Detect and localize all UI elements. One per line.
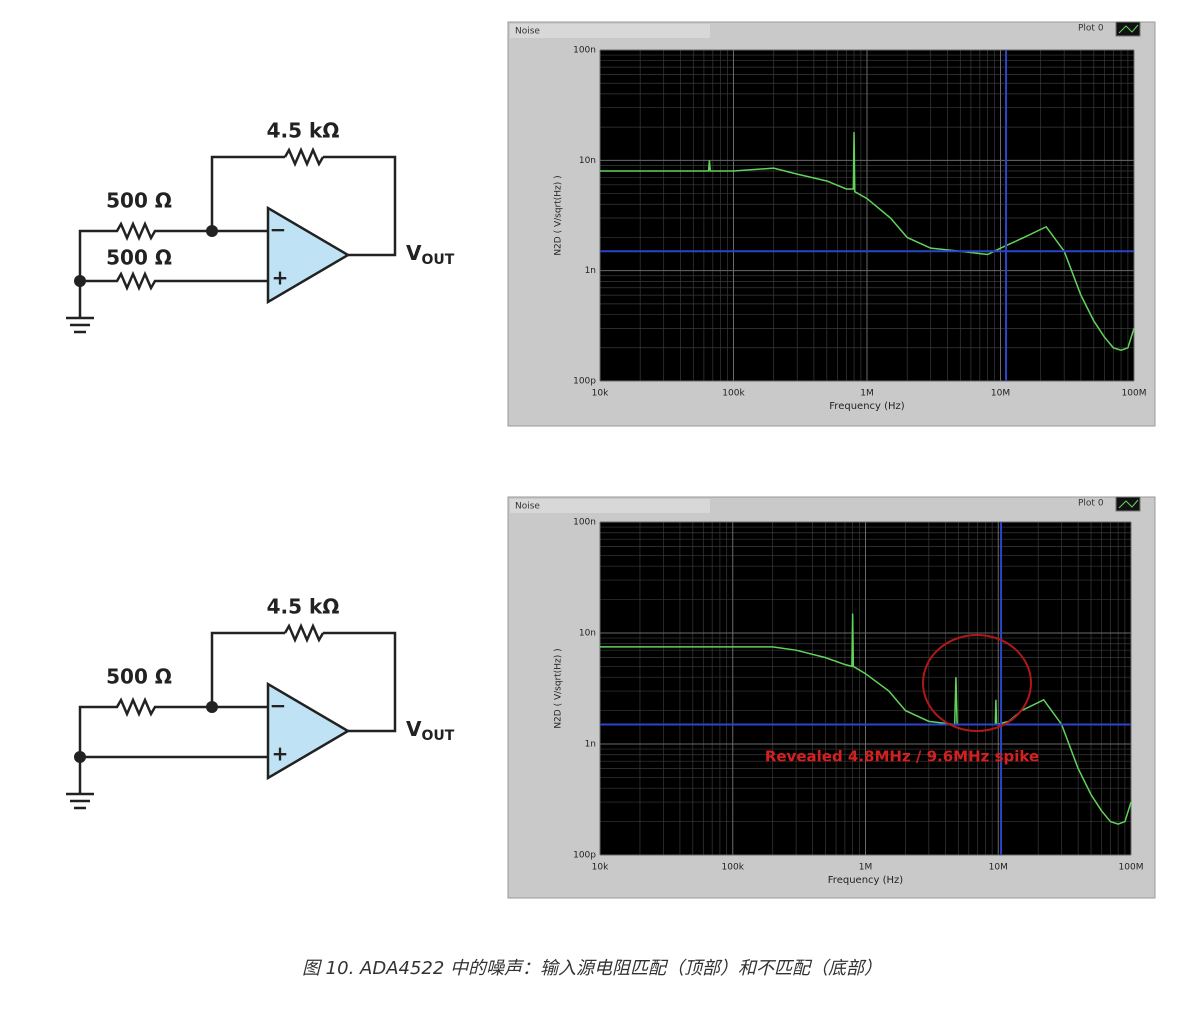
- y-axis-label: N2D ( V/sqrt(Hz) ): [554, 648, 564, 728]
- resistor: [283, 146, 325, 168]
- node: [206, 701, 218, 713]
- chart-title: Noise: [515, 27, 540, 37]
- series-line: [600, 613, 1132, 825]
- sub: OUT: [421, 728, 454, 744]
- chart: Noise 10k 100k 1M 10M 100M 100p 1n 10n 100n Freque…: [507, 496, 1156, 899]
- wire: [323, 631, 397, 733]
- y-tick-label: 1n: [585, 740, 596, 750]
- vout-label: VOUT: [406, 241, 455, 269]
- input-resistor: [78, 696, 268, 757]
- inverting-sign: −: [270, 218, 287, 242]
- input-resistor: [78, 220, 268, 281]
- chart: Noise 10k 100k 1M 10M 100M 100p 1n 10n 100n Freque…: [507, 21, 1156, 427]
- op-amp: [266, 205, 351, 305]
- title-bar: [510, 499, 710, 513]
- feedback-label: 4.5 kΩ: [267, 119, 340, 143]
- caption: 图 10. ADA4522 中的噪声：输入源电阻匹配（顶部）和不匹配（底部）: [302, 958, 882, 979]
- x-tick-label: 100M: [1119, 863, 1144, 873]
- wire: [210, 631, 285, 707]
- series-line: [600, 132, 1135, 352]
- title-bar: [510, 24, 710, 38]
- wire: [323, 155, 397, 257]
- x-axis-label: Frequency (Hz): [828, 875, 904, 886]
- y-tick-label: 10n: [579, 629, 596, 639]
- legend-label: Plot 0: [1078, 499, 1104, 509]
- noninverting-sign: +: [272, 742, 289, 766]
- inverting-sign: −: [270, 694, 287, 718]
- input-label: 500 Ω: [106, 665, 172, 689]
- legend-line: [1118, 24, 1139, 34]
- circuit-bottom: 4.5 kΩ 500 Ω − + VOUT: [66, 595, 455, 810]
- vout-label: VOUT: [406, 717, 455, 745]
- y-tick-label: 100n: [573, 46, 596, 56]
- y-tick-label: 100n: [573, 518, 596, 528]
- x-tick-label: 100M: [1122, 389, 1147, 399]
- ground-resistor: [80, 270, 268, 292]
- op-amp: [266, 681, 351, 781]
- chart-title: Noise: [515, 502, 540, 512]
- legend-swatch: [1115, 21, 1141, 37]
- noninverting-sign: +: [272, 266, 289, 290]
- node: [74, 751, 86, 763]
- feedback-label: 4.5 kΩ: [267, 595, 340, 619]
- v: V: [406, 717, 422, 741]
- node: [74, 275, 86, 287]
- x-tick-label: 10k: [592, 389, 609, 399]
- x-tick-label: 1M: [860, 389, 874, 399]
- x-tick-label: 100k: [722, 389, 745, 399]
- node: [206, 225, 218, 237]
- y-tick-label: 100p: [573, 851, 596, 861]
- v: V: [406, 241, 422, 265]
- circuit-top: 4.5 kΩ 500 Ω 500 Ω − + VOUT: [66, 119, 455, 334]
- x-axis-label: Frequency (Hz): [829, 401, 905, 412]
- y-tick-label: 1n: [585, 266, 596, 276]
- legend-swatch: [1115, 496, 1141, 512]
- x-tick-label: 1M: [859, 863, 873, 873]
- y-tick-label: 10n: [579, 156, 596, 166]
- legend-line: [1118, 499, 1139, 509]
- x-tick-label: 100k: [722, 863, 745, 873]
- legend-label: Plot 0: [1078, 24, 1104, 34]
- annotation: Revealed 4.8MHz / 9.6MHz spike: [765, 748, 1039, 766]
- y-tick-label: 100p: [573, 377, 596, 387]
- x-tick-label: 10M: [991, 389, 1010, 399]
- resistor: [283, 622, 325, 644]
- input-label: 500 Ω: [106, 189, 172, 213]
- y-axis-label: N2D ( V/sqrt(Hz) ): [554, 175, 564, 255]
- highlight-ring: [922, 634, 1032, 732]
- ground-label: 500 Ω: [106, 246, 172, 270]
- wire: [210, 155, 285, 231]
- x-tick-label: 10M: [989, 863, 1008, 873]
- sub: OUT: [421, 252, 454, 268]
- x-tick-label: 10k: [592, 863, 609, 873]
